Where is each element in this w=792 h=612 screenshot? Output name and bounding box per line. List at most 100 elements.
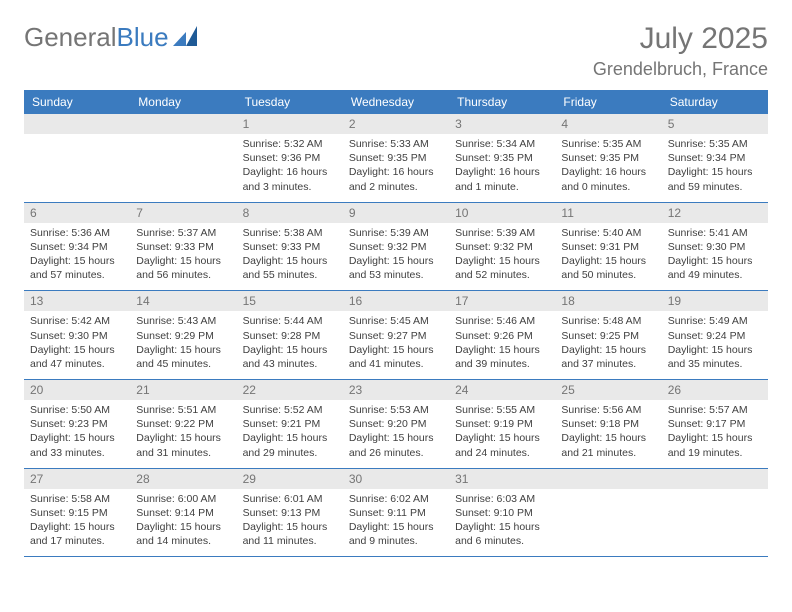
day-line-sr: Sunrise: 5:36 AM: [30, 226, 124, 240]
day-line-ss: Sunset: 9:33 PM: [136, 240, 230, 254]
day-line-dl2: and 59 minutes.: [668, 180, 762, 194]
day-line-dl2: and 33 minutes.: [30, 446, 124, 460]
day-number: 20: [24, 380, 130, 400]
day-line-sr: Sunrise: 5:46 AM: [455, 314, 549, 328]
day-line-dl2: and 11 minutes.: [243, 534, 337, 548]
day-number: 11: [555, 203, 661, 223]
day-line-dl2: and 26 minutes.: [349, 446, 443, 460]
day-details: Sunrise: 6:01 AMSunset: 9:13 PMDaylight:…: [237, 489, 343, 557]
day-number: 4: [555, 114, 661, 134]
day-line-dl1: Daylight: 15 hours: [30, 431, 124, 445]
calendar-day: 5Sunrise: 5:35 AMSunset: 9:34 PMDaylight…: [662, 114, 768, 202]
day-details: Sunrise: 5:58 AMSunset: 9:15 PMDaylight:…: [24, 489, 130, 557]
day-line-ss: Sunset: 9:20 PM: [349, 417, 443, 431]
day-line-dl2: and 17 minutes.: [30, 534, 124, 548]
calendar-page: GeneralBlue July 2025 Grendelbruch, Fran…: [0, 0, 792, 579]
day-number: 16: [343, 291, 449, 311]
day-number: 18: [555, 291, 661, 311]
calendar-day: 7Sunrise: 5:37 AMSunset: 9:33 PMDaylight…: [130, 202, 236, 291]
day-number: 25: [555, 380, 661, 400]
day-line-dl1: Daylight: 15 hours: [30, 254, 124, 268]
day-line-ss: Sunset: 9:18 PM: [561, 417, 655, 431]
day-line-dl2: and 14 minutes.: [136, 534, 230, 548]
brand-text-1: General: [24, 22, 117, 53]
calendar-body: 1Sunrise: 5:32 AMSunset: 9:36 PMDaylight…: [24, 114, 768, 557]
day-line-sr: Sunrise: 5:57 AM: [668, 403, 762, 417]
day-line-sr: Sunrise: 5:50 AM: [30, 403, 124, 417]
day-line-dl1: Daylight: 15 hours: [136, 254, 230, 268]
day-line-dl1: Daylight: 15 hours: [668, 165, 762, 179]
day-line-dl1: Daylight: 16 hours: [455, 165, 549, 179]
calendar-week: 13Sunrise: 5:42 AMSunset: 9:30 PMDayligh…: [24, 291, 768, 380]
day-line-dl2: and 0 minutes.: [561, 180, 655, 194]
day-line-ss: Sunset: 9:14 PM: [136, 506, 230, 520]
calendar-day: 8Sunrise: 5:38 AMSunset: 9:33 PMDaylight…: [237, 202, 343, 291]
day-line-ss: Sunset: 9:29 PM: [136, 329, 230, 343]
day-line-dl2: and 35 minutes.: [668, 357, 762, 371]
day-line-dl2: and 57 minutes.: [30, 268, 124, 282]
calendar-day: 25Sunrise: 5:56 AMSunset: 9:18 PMDayligh…: [555, 380, 661, 469]
day-number: 19: [662, 291, 768, 311]
day-line-dl2: and 49 minutes.: [668, 268, 762, 282]
calendar-day: 28Sunrise: 6:00 AMSunset: 9:14 PMDayligh…: [130, 468, 236, 557]
day-line-sr: Sunrise: 6:03 AM: [455, 492, 549, 506]
day-details: Sunrise: 5:56 AMSunset: 9:18 PMDaylight:…: [555, 400, 661, 468]
day-line-ss: Sunset: 9:35 PM: [349, 151, 443, 165]
day-line-ss: Sunset: 9:26 PM: [455, 329, 549, 343]
calendar-day: 27Sunrise: 5:58 AMSunset: 9:15 PMDayligh…: [24, 468, 130, 557]
day-number: 30: [343, 469, 449, 489]
day-line-ss: Sunset: 9:25 PM: [561, 329, 655, 343]
day-line-sr: Sunrise: 5:34 AM: [455, 137, 549, 151]
day-line-sr: Sunrise: 5:53 AM: [349, 403, 443, 417]
day-number: 2: [343, 114, 449, 134]
day-line-ss: Sunset: 9:17 PM: [668, 417, 762, 431]
day-details: Sunrise: 5:57 AMSunset: 9:17 PMDaylight:…: [662, 400, 768, 468]
day-line-sr: Sunrise: 5:43 AM: [136, 314, 230, 328]
calendar-day: 14Sunrise: 5:43 AMSunset: 9:29 PMDayligh…: [130, 291, 236, 380]
day-line-dl1: Daylight: 15 hours: [455, 520, 549, 534]
day-line-sr: Sunrise: 5:33 AM: [349, 137, 443, 151]
day-number: 3: [449, 114, 555, 134]
day-details: Sunrise: 5:40 AMSunset: 9:31 PMDaylight:…: [555, 223, 661, 291]
day-line-ss: Sunset: 9:34 PM: [668, 151, 762, 165]
weekday-header: Thursday: [449, 90, 555, 114]
calendar-day: 2Sunrise: 5:33 AMSunset: 9:35 PMDaylight…: [343, 114, 449, 202]
day-line-dl2: and 55 minutes.: [243, 268, 337, 282]
day-details: Sunrise: 5:46 AMSunset: 9:26 PMDaylight:…: [449, 311, 555, 379]
day-details: Sunrise: 5:39 AMSunset: 9:32 PMDaylight:…: [449, 223, 555, 291]
location-text: Grendelbruch, France: [593, 59, 768, 80]
day-line-dl1: Daylight: 15 hours: [668, 254, 762, 268]
day-details: Sunrise: 5:42 AMSunset: 9:30 PMDaylight:…: [24, 311, 130, 379]
day-line-dl1: Daylight: 15 hours: [349, 254, 443, 268]
day-number: 10: [449, 203, 555, 223]
day-details: Sunrise: 5:33 AMSunset: 9:35 PMDaylight:…: [343, 134, 449, 202]
calendar-day: 4Sunrise: 5:35 AMSunset: 9:35 PMDaylight…: [555, 114, 661, 202]
day-line-sr: Sunrise: 5:39 AM: [455, 226, 549, 240]
day-line-dl2: and 39 minutes.: [455, 357, 549, 371]
day-line-ss: Sunset: 9:31 PM: [561, 240, 655, 254]
day-line-sr: Sunrise: 5:52 AM: [243, 403, 337, 417]
day-number: 14: [130, 291, 236, 311]
day-line-ss: Sunset: 9:33 PM: [243, 240, 337, 254]
weekday-header: Monday: [130, 90, 236, 114]
day-line-ss: Sunset: 9:23 PM: [30, 417, 124, 431]
day-number: 8: [237, 203, 343, 223]
day-line-ss: Sunset: 9:22 PM: [136, 417, 230, 431]
day-details: Sunrise: 5:52 AMSunset: 9:21 PMDaylight:…: [237, 400, 343, 468]
day-number: 23: [343, 380, 449, 400]
day-line-dl2: and 45 minutes.: [136, 357, 230, 371]
day-line-ss: Sunset: 9:11 PM: [349, 506, 443, 520]
day-number: 22: [237, 380, 343, 400]
day-details: Sunrise: 5:53 AMSunset: 9:20 PMDaylight:…: [343, 400, 449, 468]
day-line-dl2: and 9 minutes.: [349, 534, 443, 548]
day-details: Sunrise: 6:02 AMSunset: 9:11 PMDaylight:…: [343, 489, 449, 557]
day-line-sr: Sunrise: 5:37 AM: [136, 226, 230, 240]
day-details: Sunrise: 5:55 AMSunset: 9:19 PMDaylight:…: [449, 400, 555, 468]
day-line-sr: Sunrise: 5:58 AM: [30, 492, 124, 506]
calendar-day: 20 Sunrise: 5:50 AMSunset: 9:23 PMDayligh…: [24, 380, 130, 469]
calendar-empty: [555, 468, 661, 557]
day-number: 28: [130, 469, 236, 489]
day-line-sr: Sunrise: 5:56 AM: [561, 403, 655, 417]
day-line-ss: Sunset: 9:30 PM: [668, 240, 762, 254]
day-line-dl2: and 31 minutes.: [136, 446, 230, 460]
